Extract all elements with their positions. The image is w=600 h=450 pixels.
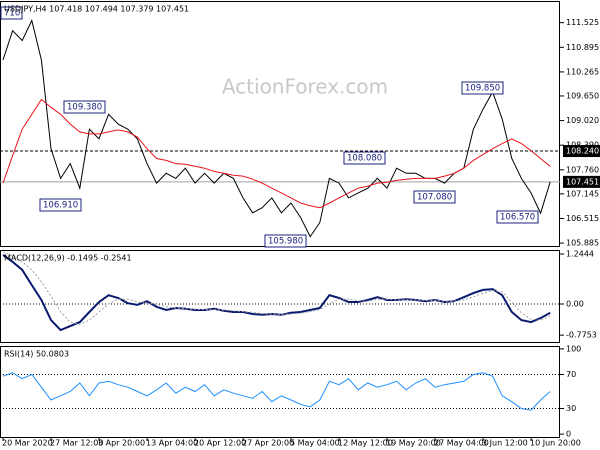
y-tick-label: 30 <box>566 404 576 413</box>
price-label: 106.570 <box>500 213 535 223</box>
x-tick-label: 10 Jun 20:00 <box>530 439 581 448</box>
y-tick-label: 1.2444 <box>566 250 594 259</box>
x-tick-label: 3 Apr 20:00 <box>98 439 145 448</box>
price-label-box <box>343 151 386 165</box>
y-tick-label: 107.760 <box>566 165 599 174</box>
price-label-box <box>496 210 539 224</box>
y-tick-label: 0 <box>566 430 571 439</box>
x-tick-label: 27 May 04:00 <box>434 439 489 448</box>
x-tick-label: 12 May 12:00 <box>338 439 393 448</box>
series-line <box>2 372 551 411</box>
x-tick-label: 19 May 20:00 <box>386 439 441 448</box>
level-label-box <box>563 175 600 188</box>
y-tick-label: 110.265 <box>566 67 599 76</box>
y-tick-label: 106.515 <box>566 214 599 223</box>
price-label-box <box>264 234 307 248</box>
series-line <box>2 251 551 325</box>
price-label: 109.380 <box>67 103 102 113</box>
x-tick-label: 13 Apr 04:00 <box>146 439 198 448</box>
x-tick-label: 3 Jun 12:00 <box>482 439 528 448</box>
panel-title: RSI(14) 50.0803 <box>4 350 69 359</box>
x-tick-label: 27 Mar 12:00 <box>50 439 103 448</box>
panel-frame <box>0 250 560 343</box>
price-label: 109.850 <box>465 84 500 94</box>
price-label: 710 <box>4 9 20 19</box>
x-tick-label: 20 Apr 12:00 <box>194 439 246 448</box>
y-tick-label: 109.650 <box>566 91 599 100</box>
price-label-box <box>39 198 82 212</box>
level-label: 108.240 <box>566 147 599 156</box>
price-label-box <box>0 6 23 20</box>
level-label-box <box>563 145 600 158</box>
price-label: 106.910 <box>43 201 78 211</box>
price-label: 108.080 <box>347 154 382 164</box>
panel-frame <box>0 346 560 438</box>
series-line <box>2 98 551 209</box>
y-tick-label: 105.885 <box>566 239 599 248</box>
y-tick-label: 109.020 <box>566 116 599 125</box>
watermark: ActionForex.com <box>222 75 388 99</box>
level-label: 107.451 <box>566 177 599 186</box>
y-tick-label: 110.895 <box>566 43 599 52</box>
y-tick-label: 0.00 <box>566 299 584 308</box>
y-tick-label: 107.145 <box>566 189 599 198</box>
panel-title: MACD(12,26,9) -0.1495 -0.2541 <box>4 254 132 263</box>
x-tick-label: 27 Apr 20:00 <box>242 439 294 448</box>
price-label-box <box>413 190 456 204</box>
price-label-box <box>461 81 504 95</box>
price-label: 105.980 <box>268 237 303 247</box>
x-tick-label: 5 May 04:00 <box>290 439 340 448</box>
price-label-box <box>63 100 106 114</box>
y-tick-label: 70 <box>566 370 576 379</box>
y-tick-label: 100 <box>566 344 581 353</box>
y-tick-label: -0.7753 <box>566 331 597 340</box>
x-tick-label: 20 Mar 2020 <box>2 439 53 448</box>
series-line <box>2 254 551 332</box>
y-tick-label: 111.525 <box>566 18 599 27</box>
price-label: 107.080 <box>417 193 452 203</box>
panel-title: USDJPY,H4 107.418 107.494 107.379 107.45… <box>4 5 189 14</box>
series-line <box>2 19 551 238</box>
